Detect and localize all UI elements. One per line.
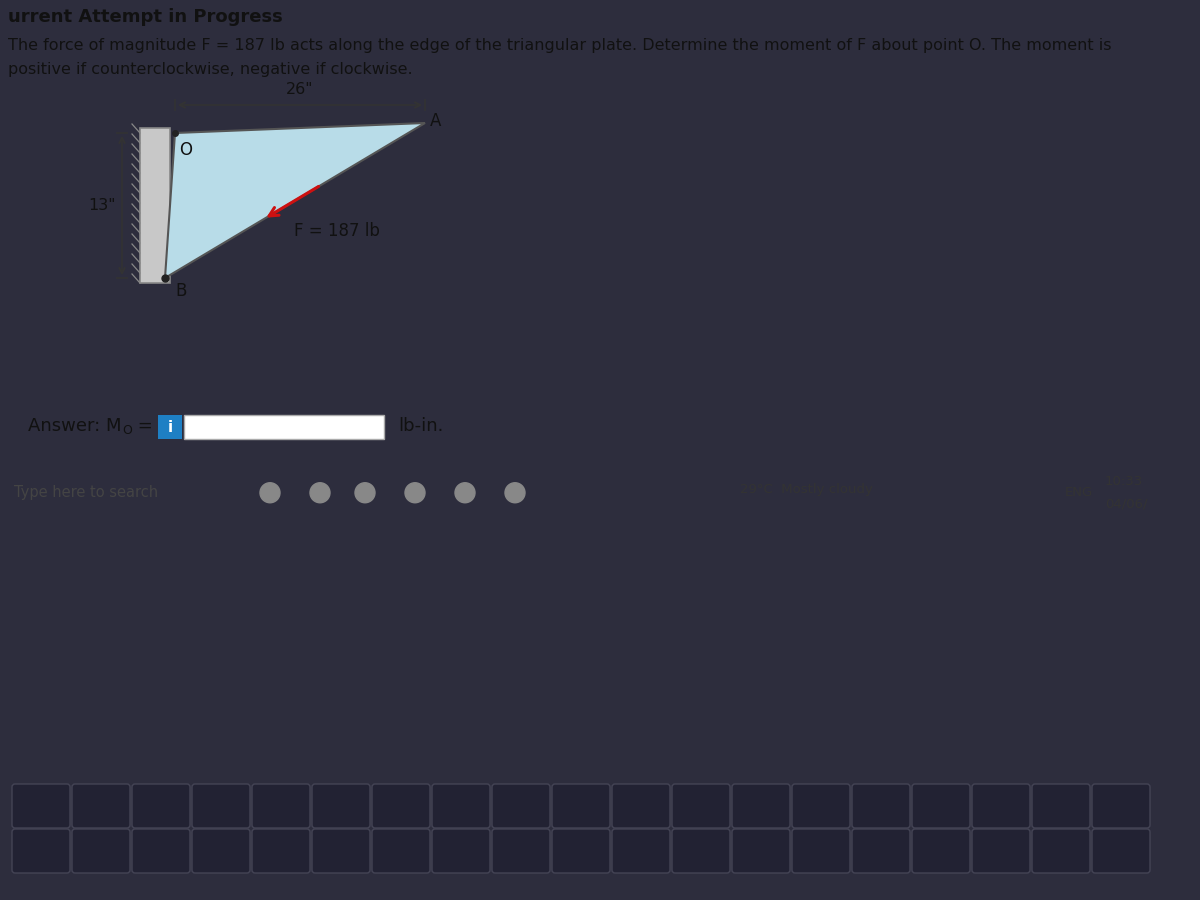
FancyBboxPatch shape xyxy=(72,784,130,828)
Polygon shape xyxy=(166,123,425,278)
FancyBboxPatch shape xyxy=(672,784,730,828)
FancyBboxPatch shape xyxy=(972,829,1030,873)
Circle shape xyxy=(406,482,425,503)
FancyBboxPatch shape xyxy=(612,784,670,828)
FancyBboxPatch shape xyxy=(732,829,790,873)
Text: lb-in.: lb-in. xyxy=(398,417,443,435)
FancyBboxPatch shape xyxy=(132,784,190,828)
FancyBboxPatch shape xyxy=(852,829,910,873)
FancyBboxPatch shape xyxy=(672,829,730,873)
FancyBboxPatch shape xyxy=(252,784,310,828)
Text: =: = xyxy=(132,417,152,435)
Bar xyxy=(158,415,182,439)
FancyBboxPatch shape xyxy=(552,784,610,828)
FancyBboxPatch shape xyxy=(192,784,250,828)
FancyBboxPatch shape xyxy=(732,784,790,828)
Bar xyxy=(184,415,384,439)
Text: 13": 13" xyxy=(89,198,116,213)
FancyBboxPatch shape xyxy=(1092,829,1150,873)
Text: 04/06/: 04/06/ xyxy=(1105,497,1147,510)
Circle shape xyxy=(310,482,330,503)
Text: 10:33: 10:33 xyxy=(1105,475,1144,489)
FancyBboxPatch shape xyxy=(432,829,490,873)
FancyBboxPatch shape xyxy=(792,829,850,873)
FancyBboxPatch shape xyxy=(552,829,610,873)
FancyBboxPatch shape xyxy=(312,829,370,873)
Text: positive if counterclockwise, negative if clockwise.: positive if counterclockwise, negative i… xyxy=(8,62,413,77)
FancyBboxPatch shape xyxy=(912,829,970,873)
Text: B: B xyxy=(175,282,186,300)
Text: Type here to search: Type here to search xyxy=(14,485,158,500)
FancyBboxPatch shape xyxy=(72,829,130,873)
Text: A: A xyxy=(430,112,442,130)
Text: O: O xyxy=(179,141,192,159)
Circle shape xyxy=(355,482,374,503)
FancyBboxPatch shape xyxy=(912,784,970,828)
Text: ENG: ENG xyxy=(1066,486,1093,500)
FancyBboxPatch shape xyxy=(1032,784,1090,828)
Text: Answer: M: Answer: M xyxy=(28,417,121,435)
FancyBboxPatch shape xyxy=(132,829,190,873)
Circle shape xyxy=(260,482,280,503)
Circle shape xyxy=(455,482,475,503)
FancyBboxPatch shape xyxy=(432,784,490,828)
FancyBboxPatch shape xyxy=(312,784,370,828)
Text: O: O xyxy=(122,425,132,437)
FancyBboxPatch shape xyxy=(1092,784,1150,828)
FancyBboxPatch shape xyxy=(492,784,550,828)
FancyBboxPatch shape xyxy=(192,829,250,873)
Circle shape xyxy=(505,482,526,503)
Text: 26": 26" xyxy=(287,82,313,97)
Text: F = 187 lb: F = 187 lb xyxy=(294,222,380,240)
Text: i: i xyxy=(168,419,173,435)
FancyBboxPatch shape xyxy=(1032,829,1090,873)
FancyBboxPatch shape xyxy=(852,784,910,828)
FancyBboxPatch shape xyxy=(12,784,70,828)
Text: 29°C  Mostly cloudy: 29°C Mostly cloudy xyxy=(740,483,872,496)
FancyBboxPatch shape xyxy=(792,784,850,828)
FancyBboxPatch shape xyxy=(372,784,430,828)
FancyBboxPatch shape xyxy=(972,784,1030,828)
Text: urrent Attempt in Progress: urrent Attempt in Progress xyxy=(8,8,283,26)
Bar xyxy=(140,128,170,283)
FancyBboxPatch shape xyxy=(252,829,310,873)
FancyBboxPatch shape xyxy=(612,829,670,873)
Text: The force of magnitude F = 187 lb acts along the edge of the triangular plate. D: The force of magnitude F = 187 lb acts a… xyxy=(8,38,1111,53)
FancyBboxPatch shape xyxy=(372,829,430,873)
FancyBboxPatch shape xyxy=(492,829,550,873)
FancyBboxPatch shape xyxy=(12,829,70,873)
